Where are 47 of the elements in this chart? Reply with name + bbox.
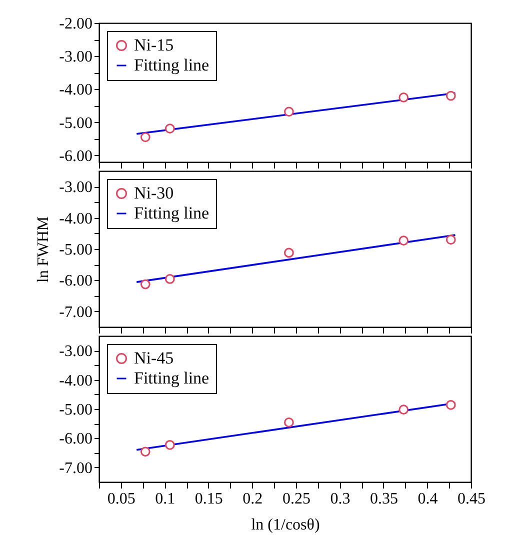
point xyxy=(398,404,409,415)
legend-label: Fitting line xyxy=(134,56,210,74)
legend-label: Fitting line xyxy=(134,204,210,222)
point xyxy=(164,124,175,134)
x-tick-label: 0.35 xyxy=(370,490,398,508)
y-tick-label: -5.00 xyxy=(59,242,92,258)
x-tick-label: 0.3 xyxy=(330,490,350,508)
legend-label: Ni-30 xyxy=(134,184,174,202)
y-tick-label: -6.00 xyxy=(59,272,92,290)
point xyxy=(284,248,294,258)
point xyxy=(140,132,150,142)
y-tick-label: -5.00 xyxy=(59,114,92,132)
point xyxy=(398,236,409,246)
y-tick-label: -4.00 xyxy=(59,372,92,390)
point xyxy=(164,274,175,284)
y-tick-label: -4.00 xyxy=(59,82,92,99)
y-axis-title: ln FWHM xyxy=(35,216,52,283)
x-tick-label: 0.15 xyxy=(194,490,223,508)
y-tick-label: -6.00 xyxy=(59,148,92,165)
point xyxy=(140,279,150,290)
y-tick-label: -3.00 xyxy=(59,48,92,66)
point xyxy=(398,92,409,102)
point xyxy=(446,234,456,245)
x-tick-label: 0.2 xyxy=(242,490,263,508)
y-tick-label: -3.00 xyxy=(59,343,92,360)
y-tick-label: -5.00 xyxy=(59,402,92,418)
legend-label: Ni-45 xyxy=(134,348,174,368)
y-tick-label: -3.00 xyxy=(59,179,92,196)
x-tick-label: 0.4 xyxy=(418,490,438,508)
x-tick-label: 0.25 xyxy=(282,490,310,508)
x-tick-label: 0.1 xyxy=(155,490,176,508)
y-tick-label: -2.00 xyxy=(59,16,92,32)
point xyxy=(284,418,294,428)
point xyxy=(446,400,456,410)
x-tick-label: 0.05 xyxy=(107,490,136,508)
x-axis-title: ln (1/cosθ) xyxy=(251,516,320,534)
point xyxy=(164,440,175,450)
point xyxy=(284,106,294,117)
point xyxy=(140,446,150,457)
y-tick-label: -7.00 xyxy=(59,304,92,321)
y-tick-label: -4.00 xyxy=(59,210,92,228)
x-tick-label: 0.45 xyxy=(458,490,486,508)
legend-label: Ni-15 xyxy=(134,36,174,54)
point xyxy=(446,90,456,101)
y-tick-label: -6.00 xyxy=(59,430,92,448)
y-tick-label: -7.00 xyxy=(59,460,92,477)
legend-label: Fitting line xyxy=(134,368,210,388)
